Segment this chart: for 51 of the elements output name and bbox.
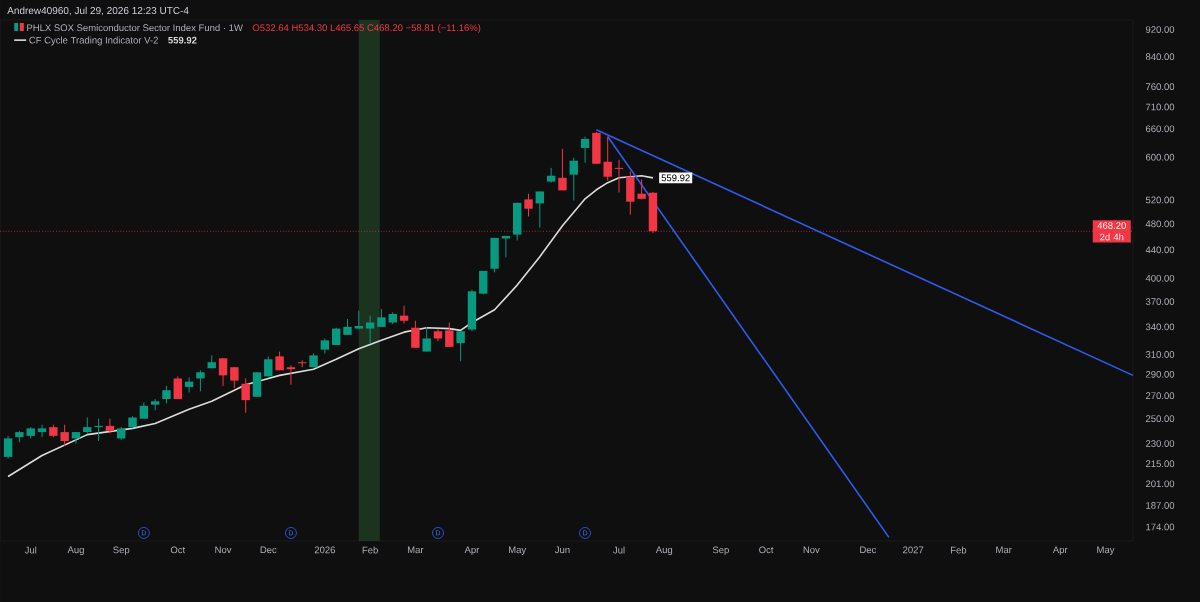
- x-tick-label: Jun: [554, 546, 570, 554]
- ref-line-label: 468.20 2d 4h: [1097, 222, 1126, 241]
- x-tick-label: Apr: [1052, 546, 1068, 556]
- y-tick-label: 201.00: [1145, 480, 1175, 488]
- annotation: O532.64 H534.30 L465.65 C468.20 −58.81 (−11.16%): [252, 24, 481, 33]
- x-tick-label: Mar: [407, 546, 424, 554]
- y-tick-label: 340.00: [1145, 323, 1175, 331]
- legend-label: PHLX SOX Semiconductor Sector Index Fund · 1W: [27, 24, 243, 32]
- y-tick-label: 250.00: [1145, 415, 1175, 423]
- x-tick-label: Dec: [260, 546, 277, 554]
- x-tick-label: 2026: [314, 546, 336, 554]
- x-tick-label: Sep: [712, 546, 729, 556]
- y-tick-label: 710.00: [1145, 103, 1175, 111]
- y-tick-label: 660.00: [1145, 125, 1175, 133]
- y-tick-label: 290.00: [1145, 370, 1175, 378]
- y-tick-label: 187.00: [1146, 502, 1175, 509]
- x-tick-label: Apr: [464, 546, 480, 556]
- x-tick-label: Jul: [24, 546, 37, 554]
- y-tick-label: 310.00: [1145, 351, 1175, 358]
- x-tick-label: Feb: [362, 546, 378, 554]
- y-tick-label: 840.00: [1145, 53, 1175, 61]
- y-tick-label: 215.00: [1145, 460, 1175, 468]
- text: Andrew40960, Jul 29, 2026 12:23 UTC-4: [7, 6, 189, 16]
- y-tick-label: 174.00: [1146, 523, 1175, 531]
- x-tick-label: Aug: [655, 546, 673, 556]
- x-tick-label: Aug: [67, 546, 84, 556]
- x-tick-label: Oct: [759, 546, 774, 554]
- annotation: 559.92: [661, 174, 690, 182]
- y-tick-label: 230.00: [1145, 440, 1175, 447]
- annotation: 559.92: [168, 36, 197, 44]
- x-tick-label: Mar: [996, 546, 1012, 554]
- y-tick-label: 760.00: [1145, 83, 1175, 90]
- y-tick-label: 600.00: [1145, 153, 1175, 161]
- y-tick-label: 400.00: [1145, 274, 1175, 282]
- y-tick-label: 440.00: [1145, 246, 1175, 254]
- x-tick-label: Jul: [613, 546, 625, 554]
- legend-label: CF Cycle Trading Indicator V-2: [29, 36, 158, 46]
- x-tick-label: May: [509, 546, 527, 556]
- y-tick-label: 480.00: [1145, 220, 1175, 228]
- x-tick-label: Dec: [860, 546, 877, 554]
- x-tick-label: Sep: [113, 546, 130, 556]
- x-tick-label: May: [1097, 546, 1115, 556]
- y-tick-label: 370.00: [1145, 298, 1175, 305]
- y-tick-label: 520.00: [1145, 196, 1175, 204]
- x-tick-label: Nov: [215, 546, 232, 554]
- x-tick-label: 2027: [903, 546, 924, 554]
- x-tick-label: Oct: [170, 546, 186, 554]
- y-tick-label: 920.00: [1145, 26, 1175, 33]
- y-tick-label: 270.00: [1145, 392, 1175, 400]
- x-tick-label: Nov: [803, 546, 820, 554]
- x-tick-label: Feb: [951, 546, 967, 554]
